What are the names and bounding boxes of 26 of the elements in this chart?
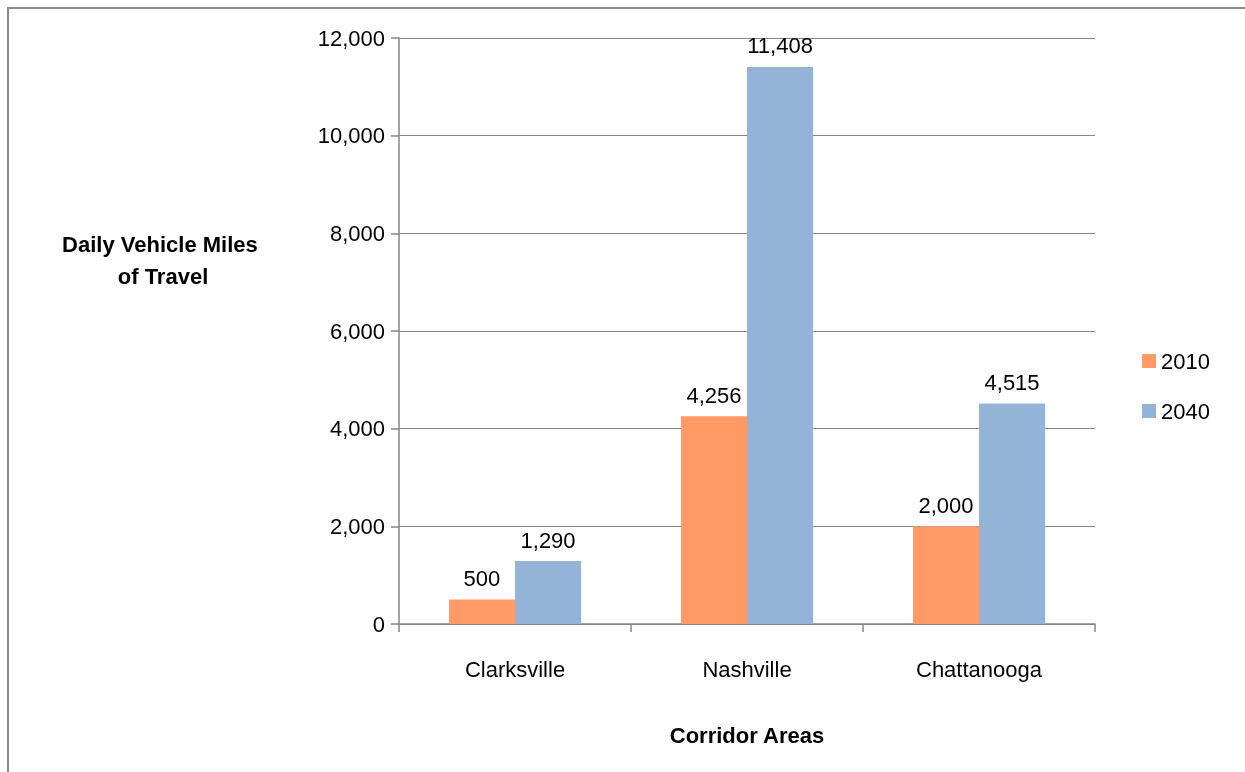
data-label: 11,408	[747, 33, 813, 59]
y-tick-label: 12,000	[317, 25, 385, 51]
x-tick-label: Chattanooga	[916, 656, 1043, 682]
x-axis-title: Corridor Areas	[669, 722, 825, 748]
bar	[515, 561, 582, 624]
bar	[448, 599, 515, 624]
data-label: 1,290	[520, 527, 576, 553]
y-tick-label: 10,000	[317, 123, 385, 149]
legend-label: 2040	[1161, 398, 1210, 424]
bar	[747, 66, 814, 624]
y-tick-label: 0	[372, 611, 385, 637]
data-label: 4,256	[686, 382, 742, 408]
bar	[912, 526, 979, 624]
bar	[979, 403, 1046, 624]
data-label: 2,000	[918, 492, 974, 518]
y-tick-label: 8,000	[329, 220, 385, 246]
y-tick-label: 2,000	[329, 513, 385, 539]
data-label: 500	[463, 566, 501, 592]
legend-label: 2010	[1161, 348, 1210, 374]
y-axis-title: Daily Vehicle Miles of Travel	[62, 231, 264, 289]
x-tick-label: Nashville	[702, 656, 792, 682]
bar	[680, 416, 747, 624]
y-tick-label: 6,000	[329, 318, 385, 344]
y-tick-label: 4,000	[329, 416, 385, 442]
x-tick-label: Clarksville	[464, 656, 566, 682]
data-label: 4,515	[984, 370, 1040, 396]
